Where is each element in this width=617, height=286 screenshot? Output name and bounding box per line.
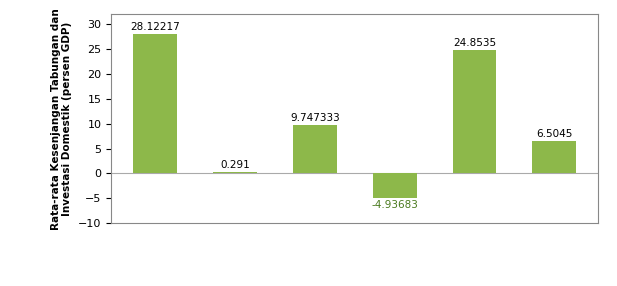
- Y-axis label: Rata-rata Kesenjangan Tabungan dan
Investasi Domestik (persen GDP): Rata-rata Kesenjangan Tabungan dan Inves…: [51, 8, 72, 230]
- Text: -4.93683: -4.93683: [371, 200, 418, 210]
- Bar: [532, 141, 576, 173]
- Bar: [133, 33, 177, 173]
- Bar: [293, 125, 337, 173]
- Text: 9.747333: 9.747333: [290, 113, 340, 123]
- Text: 24.8535: 24.8535: [453, 38, 496, 48]
- Bar: [453, 50, 497, 173]
- Text: 0.291: 0.291: [220, 160, 250, 170]
- Bar: [213, 172, 257, 173]
- Text: 28.12217: 28.12217: [130, 21, 180, 31]
- Text: 6.5045: 6.5045: [536, 129, 573, 139]
- Bar: [373, 173, 416, 198]
